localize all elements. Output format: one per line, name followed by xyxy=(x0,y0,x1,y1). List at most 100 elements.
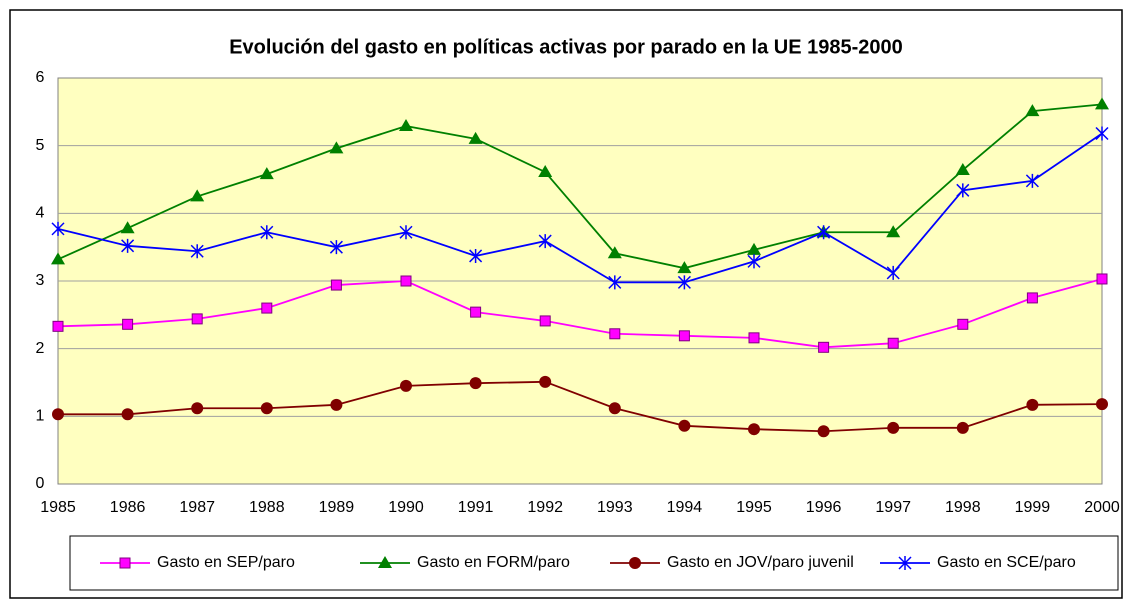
data-point xyxy=(747,254,761,269)
data-point xyxy=(470,306,482,318)
data-point xyxy=(1026,398,1039,411)
data-point xyxy=(956,183,970,198)
data-point xyxy=(330,398,343,411)
legend-label: Gasto en SEP/paro xyxy=(157,554,295,571)
data-point xyxy=(1095,126,1109,141)
data-point xyxy=(678,330,690,342)
y-tick-label: 5 xyxy=(36,137,45,154)
data-point xyxy=(399,119,413,132)
data-point xyxy=(539,315,551,327)
data-point xyxy=(121,408,134,421)
data-point xyxy=(538,165,553,178)
data-point xyxy=(817,425,830,438)
data-point xyxy=(400,379,412,392)
data-point xyxy=(957,318,969,330)
data-point xyxy=(52,408,64,421)
x-tick-label: 2000 xyxy=(1084,499,1120,516)
data-point xyxy=(817,225,831,240)
y-tick-label: 6 xyxy=(36,69,45,86)
data-point xyxy=(468,131,483,144)
x-tick-label: 1988 xyxy=(249,499,285,516)
data-point xyxy=(259,167,274,180)
x-tick-label: 1990 xyxy=(388,499,424,516)
x-tick-label: 1985 xyxy=(40,499,76,516)
data-point xyxy=(955,163,970,176)
x-tick-label: 1999 xyxy=(1015,499,1051,516)
series-line xyxy=(57,278,1103,349)
data-point xyxy=(329,141,344,154)
data-point xyxy=(538,234,552,249)
x-tick-label: 1995 xyxy=(736,499,772,516)
data-point xyxy=(677,275,691,290)
legend-marker xyxy=(898,556,912,570)
data-point xyxy=(818,341,830,353)
data-point xyxy=(956,421,969,434)
x-tick-label: 1996 xyxy=(806,499,842,516)
x-tick-label: 1991 xyxy=(458,499,494,516)
data-point xyxy=(469,377,482,390)
y-tick-label: 0 xyxy=(36,475,45,492)
data-point xyxy=(608,275,622,290)
x-tick-label: 1994 xyxy=(667,499,703,516)
data-point xyxy=(469,248,483,263)
x-tick-label: 1997 xyxy=(875,499,911,516)
data-point xyxy=(608,402,621,415)
data-point xyxy=(399,225,413,240)
data-point xyxy=(539,375,552,388)
data-point xyxy=(1096,273,1108,285)
data-point xyxy=(120,221,135,234)
data-point xyxy=(329,240,343,255)
legend-box xyxy=(69,535,1119,591)
data-point xyxy=(609,328,621,340)
data-point xyxy=(190,189,205,202)
chart-title: Evolución del gasto en políticas activas… xyxy=(229,36,903,58)
data-point xyxy=(886,265,900,280)
data-point xyxy=(260,402,273,415)
legend-marker xyxy=(629,557,641,569)
data-point xyxy=(1026,292,1038,304)
data-point xyxy=(191,313,203,325)
data-point xyxy=(190,244,204,259)
data-point xyxy=(1096,398,1108,411)
y-tick-label: 4 xyxy=(36,205,45,222)
y-tick-label: 3 xyxy=(36,272,45,289)
data-point xyxy=(191,402,204,415)
data-point xyxy=(887,421,900,434)
data-point xyxy=(330,279,342,291)
data-point xyxy=(748,423,760,436)
data-point xyxy=(1095,97,1109,110)
data-point xyxy=(122,318,134,330)
x-tick-label: 1992 xyxy=(527,499,563,516)
legend-label: Gasto en SCE/paro xyxy=(937,554,1076,571)
data-point xyxy=(51,221,65,236)
legend-label: Gasto en JOV/paro juvenil xyxy=(667,554,854,571)
data-point xyxy=(52,320,64,332)
series-line xyxy=(58,380,1103,433)
y-tick-label: 1 xyxy=(36,408,45,425)
legend-label: Gasto en FORM/paro xyxy=(417,554,570,571)
series-line xyxy=(57,103,1103,270)
data-point xyxy=(887,337,899,349)
data-point xyxy=(261,302,273,314)
x-tick-label: 1998 xyxy=(945,499,981,516)
data-point xyxy=(607,246,622,259)
data-point xyxy=(400,275,412,287)
data-point xyxy=(886,225,901,238)
data-point xyxy=(1025,104,1040,117)
data-point xyxy=(747,242,761,255)
data-point xyxy=(677,261,692,274)
x-tick-label: 1987 xyxy=(179,499,215,516)
data-point xyxy=(51,252,65,265)
data-point xyxy=(748,332,760,344)
data-point xyxy=(260,225,274,240)
x-tick-label: 1986 xyxy=(110,499,146,516)
series-line xyxy=(57,132,1103,284)
x-tick-label: 1989 xyxy=(319,499,355,516)
legend-marker xyxy=(119,557,131,569)
data-point xyxy=(678,419,691,432)
y-tick-label: 2 xyxy=(36,340,45,357)
legend-marker xyxy=(378,556,392,568)
data-point xyxy=(121,238,135,253)
data-point xyxy=(1025,173,1039,188)
